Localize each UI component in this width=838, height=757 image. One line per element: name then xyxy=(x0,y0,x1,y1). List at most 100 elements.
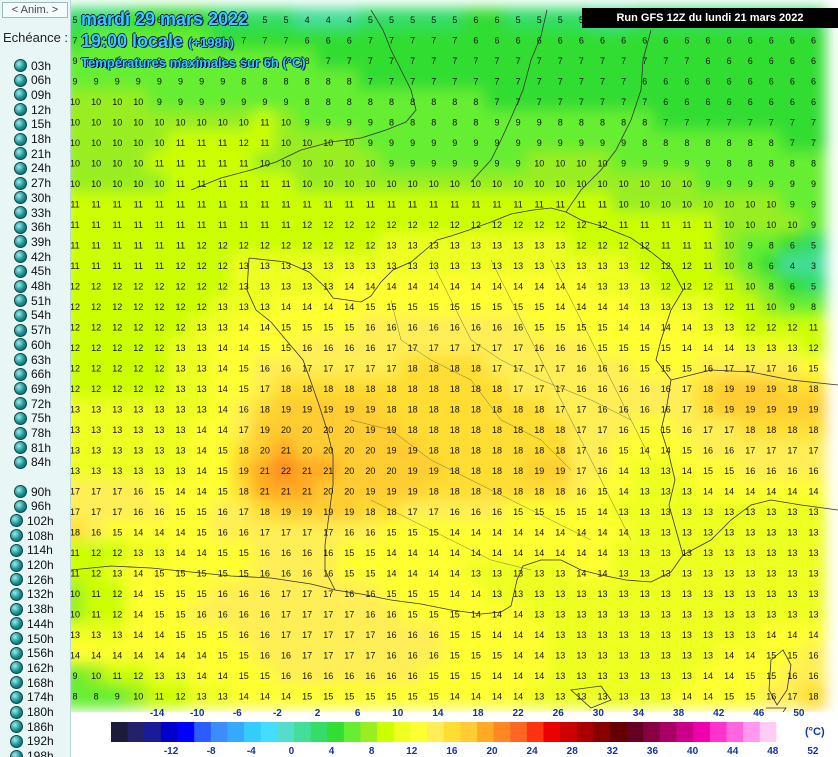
field-cell xyxy=(104,315,130,340)
step-36h[interactable]: 36h xyxy=(14,220,51,235)
legend-swatch xyxy=(543,722,561,742)
step-186h[interactable]: 186h xyxy=(10,719,54,734)
field-cell xyxy=(146,602,172,627)
field-cell xyxy=(632,315,658,340)
step-126h[interactable]: 126h xyxy=(10,572,54,587)
step-114h[interactable]: 114h xyxy=(10,543,53,558)
temperature-value: 12 xyxy=(344,241,354,251)
temperature-value: 10 xyxy=(112,118,122,128)
temperature-value: 4 xyxy=(790,261,795,271)
step-30h[interactable]: 30h xyxy=(14,190,51,205)
step-96h[interactable]: 96h xyxy=(14,499,51,514)
step-06h[interactable]: 06h xyxy=(14,73,51,88)
step-174h[interactable]: 174h xyxy=(10,690,54,705)
temperature-value: 12 xyxy=(450,220,460,230)
field-cell xyxy=(695,335,721,361)
field-cell xyxy=(315,212,341,238)
step-198h[interactable]: 198h xyxy=(10,749,54,757)
temperature-value: 13 xyxy=(91,466,101,476)
temperature-value: 11 xyxy=(598,200,607,210)
step-33h[interactable]: 33h xyxy=(14,205,51,220)
step-21h[interactable]: 21h xyxy=(14,146,51,161)
field-cell xyxy=(400,7,426,33)
step-156h[interactable]: 156h xyxy=(10,646,54,661)
temperature-value: 21 xyxy=(323,466,333,476)
field-cell xyxy=(442,212,468,238)
temperature-value: 10 xyxy=(640,179,650,189)
step-63h[interactable]: 63h xyxy=(14,352,51,367)
step-75h[interactable]: 75h xyxy=(14,411,51,426)
step-60h[interactable]: 60h xyxy=(14,337,51,352)
step-168h[interactable]: 168h xyxy=(10,675,54,690)
temperature-value: 17 xyxy=(239,507,249,517)
temperature-value: 9 xyxy=(516,159,521,169)
temperature-value: 11 xyxy=(260,138,269,148)
step-132h[interactable]: 132h xyxy=(10,587,54,602)
step-162h[interactable]: 162h xyxy=(10,660,54,675)
temperature-value: 15 xyxy=(239,671,249,681)
step-78h[interactable]: 78h xyxy=(14,426,51,441)
temperature-value: 15 xyxy=(365,569,375,579)
step-66h[interactable]: 66h xyxy=(14,367,51,382)
step-label: 126h xyxy=(27,572,54,587)
step-84h[interactable]: 84h xyxy=(14,455,51,470)
step-dot-icon xyxy=(10,720,23,734)
field-cell xyxy=(589,253,616,279)
step-45h[interactable]: 45h xyxy=(14,264,51,279)
temperature-value: 14 xyxy=(492,692,502,702)
step-81h[interactable]: 81h xyxy=(14,440,51,455)
field-cell xyxy=(315,89,341,115)
step-12h[interactable]: 12h xyxy=(14,102,51,117)
step-51h[interactable]: 51h xyxy=(14,293,51,308)
step-144h[interactable]: 144h xyxy=(10,616,54,631)
temperature-value: 10 xyxy=(71,610,80,620)
step-03h[interactable]: 03h xyxy=(14,58,51,73)
animation-button[interactable]: < Anim. > xyxy=(2,2,68,18)
step-57h[interactable]: 57h xyxy=(14,323,51,338)
field-cell xyxy=(800,397,827,422)
step-24h[interactable]: 24h xyxy=(14,161,51,176)
temperature-value: 19 xyxy=(724,384,734,394)
step-48h[interactable]: 48h xyxy=(14,279,51,294)
step-150h[interactable]: 150h xyxy=(10,631,54,646)
field-cell xyxy=(568,417,594,443)
temperature-value: 14 xyxy=(766,630,776,640)
temperature-value: 22 xyxy=(281,466,291,476)
temperature-value: 10 xyxy=(471,179,481,189)
field-cell xyxy=(336,479,362,504)
step-42h[interactable]: 42h xyxy=(14,249,51,264)
temperature-value: 19 xyxy=(534,466,544,476)
temperature-value: 15 xyxy=(365,548,375,558)
step-27h[interactable]: 27h xyxy=(14,176,51,191)
step-09h[interactable]: 09h xyxy=(14,87,51,102)
field-cell xyxy=(547,212,573,238)
step-72h[interactable]: 72h xyxy=(14,396,51,411)
step-138h[interactable]: 138h xyxy=(10,602,54,617)
step-102h[interactable]: 102h xyxy=(10,513,54,528)
temperature-value: 13 xyxy=(154,425,164,435)
field-cell xyxy=(421,7,447,33)
step-120h[interactable]: 120h xyxy=(10,558,54,573)
field-cell xyxy=(463,294,489,320)
field-cell xyxy=(484,130,510,156)
temperature-value: 14 xyxy=(450,528,460,538)
field-cell xyxy=(611,479,637,504)
step-69h[interactable]: 69h xyxy=(14,381,51,396)
step-15h[interactable]: 15h xyxy=(14,117,51,132)
step-90h[interactable]: 90h xyxy=(14,484,51,499)
field-cell xyxy=(779,89,805,115)
temperature-value: 12 xyxy=(71,384,80,394)
step-108h[interactable]: 108h xyxy=(10,528,54,543)
field-cell xyxy=(653,28,679,53)
temperature-value: 13 xyxy=(555,610,565,620)
step-18h[interactable]: 18h xyxy=(14,132,51,147)
step-39h[interactable]: 39h xyxy=(14,234,51,249)
field-cell xyxy=(315,356,341,381)
field-cell xyxy=(526,458,552,484)
step-192h[interactable]: 192h xyxy=(10,734,54,749)
field-cell xyxy=(357,540,383,566)
temperature-value: 8 xyxy=(305,97,310,107)
step-180h[interactable]: 180h xyxy=(10,705,54,720)
field-cell xyxy=(83,294,109,320)
step-54h[interactable]: 54h xyxy=(14,308,51,323)
